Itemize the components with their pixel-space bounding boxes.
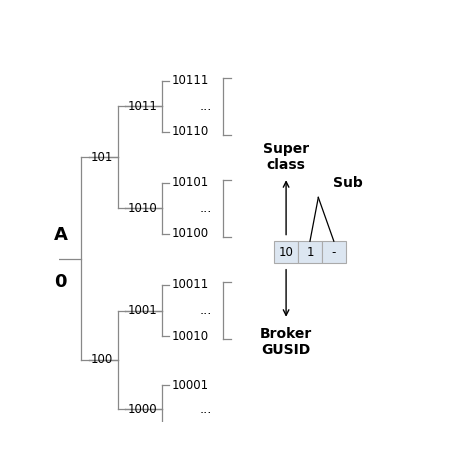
Text: ...: ... [200,202,212,215]
Text: 1001: 1001 [127,304,157,317]
Bar [298,241,322,263]
Text: 10001: 10001 [171,379,209,392]
Text: 101: 101 [91,151,113,164]
Text: 10100: 10100 [171,228,209,240]
Text: ...: ... [200,100,212,113]
Text: 10111: 10111 [171,74,209,87]
Text: 1010: 1010 [127,202,157,215]
Text: 1011: 1011 [127,100,157,113]
Text: 1000: 1000 [127,402,157,416]
Text: 100: 100 [91,353,113,366]
Text: 1: 1 [306,246,314,259]
Text: Sub: Sub [333,176,363,190]
Text: 10101: 10101 [171,176,209,189]
Bar [322,241,346,263]
Text: ...: ... [200,402,212,416]
Text: Super
class: Super class [263,142,309,172]
Text: 10: 10 [279,246,293,259]
Text: Broker
GUSID: Broker GUSID [260,327,312,357]
Text: 10011: 10011 [171,279,209,292]
Text: ...: ... [200,304,212,317]
Text: 10010: 10010 [171,329,209,343]
Text: -: - [332,246,336,259]
Text: 0: 0 [54,273,66,291]
Bar [274,241,298,263]
Text: 10110: 10110 [171,125,209,138]
Text: A: A [54,226,68,244]
